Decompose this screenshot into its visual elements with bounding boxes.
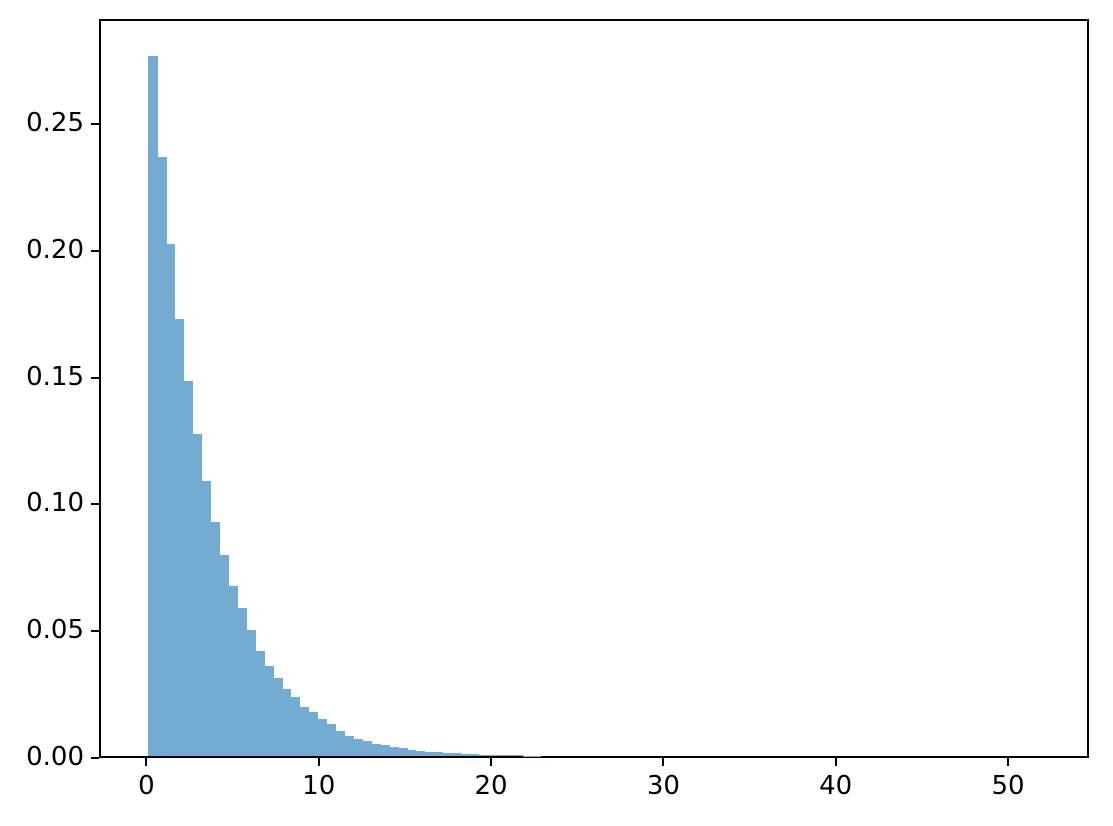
- y-tick-label: 0.10: [26, 488, 84, 519]
- histogram-bar: [335, 730, 346, 756]
- histogram-bar: [282, 688, 292, 756]
- x-tick-label: 0: [138, 771, 155, 801]
- histogram-bar: [308, 712, 319, 756]
- histogram-bars: [101, 21, 1087, 756]
- y-tick-label: 0.05: [26, 615, 84, 646]
- histogram-bar: [433, 752, 444, 756]
- histogram-bar: [407, 749, 417, 756]
- histogram-bar: [496, 755, 506, 756]
- histogram-bar: [371, 743, 381, 756]
- histogram-bar: [228, 586, 238, 756]
- histogram-bar: [451, 753, 462, 756]
- histogram-bar: [219, 554, 230, 756]
- histogram-bar: [523, 755, 533, 756]
- histogram-bar: [487, 754, 497, 756]
- histogram-bar: [380, 745, 390, 756]
- y-tick-label: 0.00: [26, 742, 84, 773]
- histogram-bar: [290, 697, 301, 756]
- histogram-bar: [389, 746, 399, 756]
- plot-area: [99, 19, 1089, 758]
- y-tick-mark: [91, 757, 99, 759]
- histogram-bar: [246, 629, 256, 756]
- histogram-bar: [192, 433, 203, 756]
- histogram-bar: [398, 748, 408, 756]
- x-tick-label: 40: [819, 771, 853, 801]
- y-tick-mark: [91, 249, 99, 252]
- histogram-bar: [148, 56, 158, 756]
- histogram-bar: [299, 707, 310, 756]
- histogram-bar: [460, 753, 470, 756]
- histogram-bar: [210, 522, 221, 756]
- histogram-bar: [174, 319, 185, 756]
- y-tick-mark: [91, 123, 99, 126]
- histogram-bar: [531, 755, 542, 756]
- histogram-bar: [362, 741, 372, 756]
- y-tick-label: 0.15: [26, 361, 84, 392]
- x-tick-mark: [145, 758, 148, 766]
- histogram-bar: [415, 750, 426, 756]
- histogram-bar: [478, 754, 488, 756]
- histogram-bar: [326, 724, 337, 756]
- x-tick-label: 10: [302, 771, 336, 801]
- histogram-bar: [344, 735, 354, 756]
- x-tick-mark: [834, 758, 837, 766]
- x-tick-mark: [662, 758, 665, 766]
- x-tick-label: 20: [474, 771, 508, 801]
- histogram-bar: [157, 157, 167, 756]
- histogram-bar: [183, 380, 194, 756]
- histogram-bar: [264, 665, 274, 756]
- y-tick-label: 0.25: [26, 108, 84, 139]
- histogram-bar: [442, 752, 453, 756]
- histogram-bar: [514, 755, 524, 756]
- x-tick-label: 50: [991, 771, 1025, 801]
- y-tick-label: 0.20: [26, 235, 84, 266]
- histogram-bar: [273, 678, 283, 756]
- histogram-bar: [237, 607, 247, 756]
- y-tick-mark: [91, 503, 99, 506]
- histogram-bar: [424, 751, 435, 756]
- x-tick-mark: [317, 758, 320, 766]
- histogram-bar: [469, 754, 479, 756]
- y-tick-mark: [91, 630, 99, 633]
- y-tick-mark: [91, 376, 99, 379]
- x-tick-mark: [1007, 758, 1009, 766]
- histogram-bar: [317, 718, 328, 756]
- histogram-bar: [255, 650, 265, 756]
- histogram-bar: [353, 738, 363, 756]
- histogram-bar: [505, 755, 515, 756]
- histogram-bar: [166, 243, 176, 756]
- x-tick-label: 30: [646, 771, 680, 801]
- histogram-bar: [201, 481, 212, 756]
- x-tick-mark: [490, 758, 493, 766]
